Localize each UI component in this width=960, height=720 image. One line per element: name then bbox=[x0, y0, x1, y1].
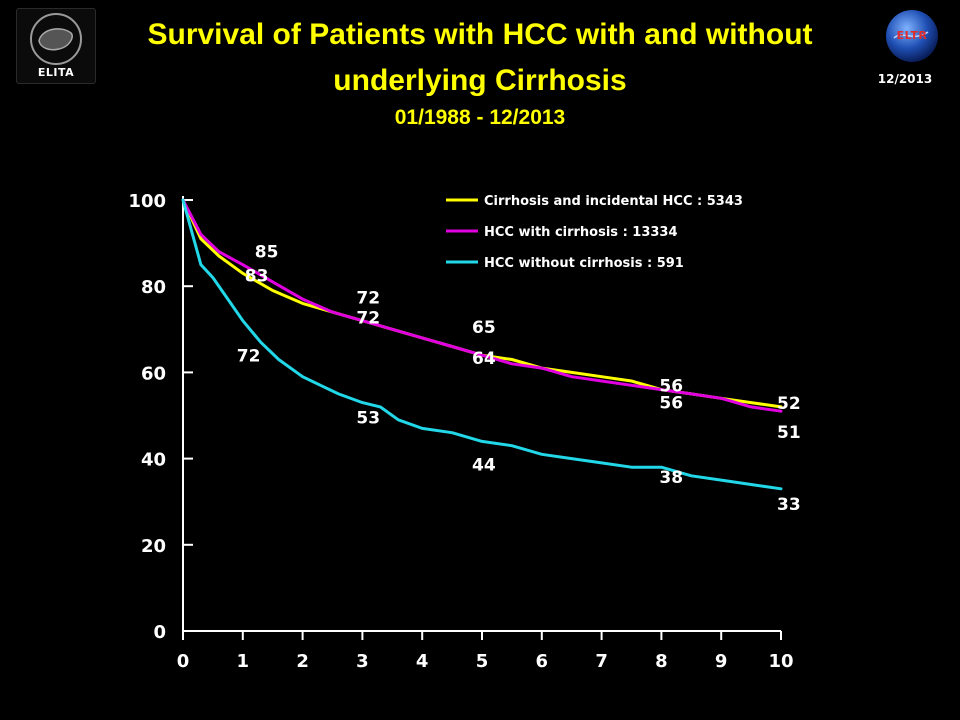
legend-label: HCC with cirrhosis : 13334 bbox=[484, 225, 678, 240]
x-tick-label: 10 bbox=[768, 651, 793, 672]
legend-label: Cirrhosis and incidental HCC : 5343 bbox=[484, 194, 743, 209]
data-label: 64 bbox=[472, 349, 496, 369]
x-tick-label: 5 bbox=[476, 651, 489, 672]
x-tick-label: 6 bbox=[536, 651, 549, 672]
x-tick-label: 7 bbox=[595, 651, 608, 672]
data-label: 56 bbox=[659, 394, 683, 414]
elita-logo: ELITA bbox=[16, 8, 96, 84]
x-tick-label: 3 bbox=[356, 651, 369, 672]
y-tick-label: 100 bbox=[128, 191, 166, 212]
data-label: 65 bbox=[472, 318, 496, 338]
data-label: 44 bbox=[472, 455, 496, 475]
x-tick-label: 8 bbox=[655, 651, 668, 672]
data-label: 72 bbox=[356, 309, 380, 329]
y-tick-label: 20 bbox=[141, 536, 166, 557]
liver-emblem-icon bbox=[30, 13, 82, 65]
page-subtitle: 01/1988 - 12/2013 bbox=[394, 106, 566, 129]
series-line-3 bbox=[181, 198, 783, 491]
data-label: 33 bbox=[777, 495, 801, 515]
data-label: 52 bbox=[777, 394, 801, 414]
x-tick-label: 0 bbox=[177, 651, 190, 672]
y-tick-label: 80 bbox=[141, 277, 166, 298]
eltr-logo: ELTR bbox=[884, 8, 940, 64]
data-label: 51 bbox=[777, 423, 801, 443]
legend-label: HCC without cirrhosis : 591 bbox=[484, 256, 684, 271]
y-tick-label: 40 bbox=[141, 450, 166, 471]
date-stamp: 12/2013 bbox=[877, 72, 933, 86]
series-line-1 bbox=[181, 198, 783, 409]
data-label: 38 bbox=[659, 468, 683, 488]
x-tick-label: 9 bbox=[715, 651, 728, 672]
x-tick-label: 4 bbox=[416, 651, 429, 672]
y-tick-label: 0 bbox=[153, 622, 166, 643]
x-tick-label: 2 bbox=[296, 651, 309, 672]
elita-logo-text: ELITA bbox=[37, 66, 75, 79]
data-label: 85 bbox=[255, 243, 279, 263]
eltr-logo-text: ELTR bbox=[896, 29, 928, 42]
globe-icon bbox=[886, 10, 938, 62]
data-label: 72 bbox=[356, 289, 380, 309]
data-label: 83 bbox=[245, 266, 269, 286]
page-title: Survival of Patients with HCC with and w… bbox=[147, 18, 813, 97]
data-label: 53 bbox=[356, 409, 380, 429]
y-tick-label: 60 bbox=[141, 363, 166, 384]
x-tick-label: 1 bbox=[237, 651, 250, 672]
data-label: 56 bbox=[659, 377, 683, 397]
series-line-2 bbox=[181, 198, 783, 413]
data-label: 72 bbox=[237, 347, 261, 367]
